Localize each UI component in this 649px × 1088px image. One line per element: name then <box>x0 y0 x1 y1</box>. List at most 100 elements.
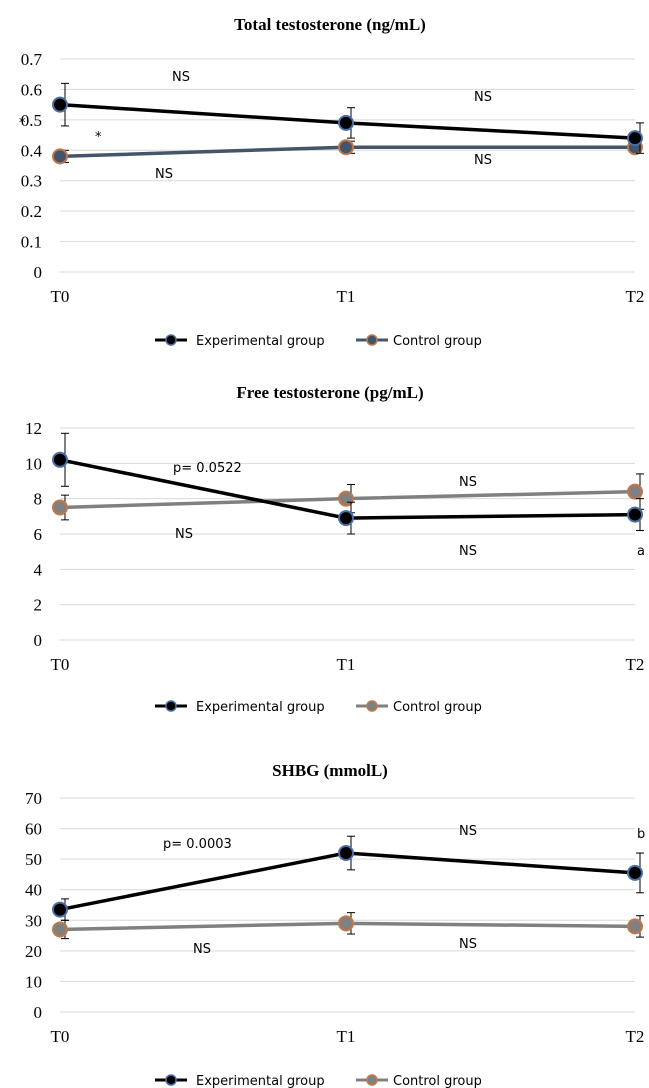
data-point <box>627 483 643 500</box>
y-tick-labels: 0 2 4 6 8 10 12 <box>25 419 43 650</box>
y-tick-label: 0.3 <box>21 172 42 191</box>
grid-lines <box>60 427 635 641</box>
annotations: NS NS * * NS NS <box>19 70 492 182</box>
chart-total-testosterone: Total testosterone (ng/mL) 0 0.1 0.2 0.3 0.4… <box>19 15 644 349</box>
data-point <box>627 864 643 881</box>
legend: Experimental group Control group <box>155 334 482 349</box>
x-tick-label: T2 <box>626 287 645 306</box>
y-tick-label: 2 <box>34 596 43 615</box>
annotation-label: b <box>637 827 645 842</box>
y-tick-label: 60 <box>25 820 42 839</box>
y-tick-labels: 0 10 20 30 40 50 60 70 <box>25 789 42 1022</box>
legend-marker-control <box>366 334 378 346</box>
legend-label-control: Control group <box>393 700 482 715</box>
y-tick-label: 0 <box>34 631 43 650</box>
legend-marker-experimental <box>165 334 177 346</box>
annotations: p= 0.0003 NS b NS NS <box>163 824 645 957</box>
chart-title: Total testosterone (ng/mL) <box>234 15 426 34</box>
data-point <box>52 499 68 516</box>
data-point <box>338 114 354 131</box>
legend-label-experimental: Experimental group <box>196 334 325 349</box>
chart-free-testosterone: Free testosterone (pg/mL) 0 2 4 6 8 10 12 T0 T1… <box>25 383 645 715</box>
data-point <box>52 901 68 918</box>
y-tick-label: 6 <box>34 525 43 544</box>
y-tick-label: 20 <box>25 942 42 961</box>
annotation-label: NS <box>193 942 211 957</box>
data-point <box>338 845 354 862</box>
legend-label-control: Control group <box>393 334 482 349</box>
x-tick-label: T1 <box>337 1027 356 1046</box>
y-tick-label: 0 <box>34 263 43 282</box>
series-line <box>59 851 636 912</box>
data-point <box>627 918 643 935</box>
y-tick-labels: 0 0.1 0.2 0.3 0.4 0.5 0.6 0.7 <box>21 50 43 282</box>
y-tick-label: 30 <box>25 911 42 930</box>
y-tick-label: 0 <box>34 1003 43 1022</box>
annotation-label: NS <box>474 153 492 168</box>
data-point <box>52 921 68 938</box>
annotation-label: NS <box>172 70 190 85</box>
x-tick-label: T0 <box>51 655 70 674</box>
chart-title: SHBG (mmolL) <box>272 761 388 780</box>
data-point <box>52 96 68 113</box>
annotation-label: * <box>19 116 26 131</box>
x-tick-label: T1 <box>337 287 356 306</box>
legend-label-experimental: Experimental group <box>196 1074 325 1088</box>
x-tick-label: T0 <box>51 1027 70 1046</box>
annotation-label: NS <box>459 937 477 952</box>
y-tick-label: 40 <box>25 881 42 900</box>
legend-marker-control <box>366 1074 378 1086</box>
data-point <box>52 148 68 165</box>
annotation-label: NS <box>459 824 477 839</box>
y-tick-label: 50 <box>25 850 42 869</box>
annotation-label: a <box>637 544 645 559</box>
y-tick-label: 8 <box>34 490 43 509</box>
series-line <box>59 458 636 520</box>
legend-marker-experimental <box>165 700 177 712</box>
y-tick-label: 0.2 <box>21 202 42 221</box>
chart-shbg: SHBG (mmolL) 0 10 20 30 40 50 60 70 T0 T1 T2 p= 0… <box>25 761 645 1088</box>
data-point <box>338 915 354 932</box>
annotation-label: p= 0.0522 <box>173 461 242 476</box>
y-tick-label: 0.1 <box>21 233 42 252</box>
series-layer <box>52 835 644 940</box>
grid-lines <box>60 58 635 273</box>
y-tick-label: 4 <box>34 560 43 579</box>
data-point <box>338 139 354 156</box>
annotation-label: p= 0.0003 <box>163 837 232 852</box>
x-tick-labels: T0 T1 T2 <box>51 287 645 306</box>
y-tick-label: 0.5 <box>21 111 42 130</box>
annotation-label: * <box>95 130 102 145</box>
y-tick-label: 10 <box>25 972 42 991</box>
x-tick-label: T0 <box>51 287 70 306</box>
annotation-label: NS <box>459 475 477 490</box>
legend: Experimental group Control group <box>155 1074 482 1088</box>
legend-label-experimental: Experimental group <box>196 700 325 715</box>
annotation-label: NS <box>175 527 193 542</box>
y-tick-label: 0.4 <box>21 141 43 160</box>
series-layer <box>52 432 644 535</box>
data-point <box>627 130 643 147</box>
grid-lines <box>60 797 635 1013</box>
y-tick-label: 10 <box>25 454 42 473</box>
legend: Experimental group Control group <box>155 700 482 715</box>
y-tick-label: 0.6 <box>21 80 42 99</box>
data-point <box>627 506 643 523</box>
legend-label-control: Control group <box>393 1074 482 1088</box>
x-tick-labels: T0 T1 T2 <box>51 655 645 674</box>
series-layer <box>52 82 644 165</box>
y-tick-label: 12 <box>25 419 42 438</box>
annotation-label: NS <box>155 167 173 182</box>
y-tick-label: 70 <box>25 789 42 808</box>
annotation-label: NS <box>459 544 477 559</box>
annotations: p= 0.0522 NS NS NS a <box>173 461 645 559</box>
y-tick-label: 0.7 <box>21 50 43 69</box>
x-tick-label: T1 <box>337 655 356 674</box>
x-tick-label: T2 <box>626 655 645 674</box>
x-tick-label: T2 <box>626 1027 645 1046</box>
legend-marker-control <box>366 700 378 712</box>
annotation-label: NS <box>474 90 492 105</box>
data-point <box>52 451 68 468</box>
data-point <box>338 510 354 527</box>
